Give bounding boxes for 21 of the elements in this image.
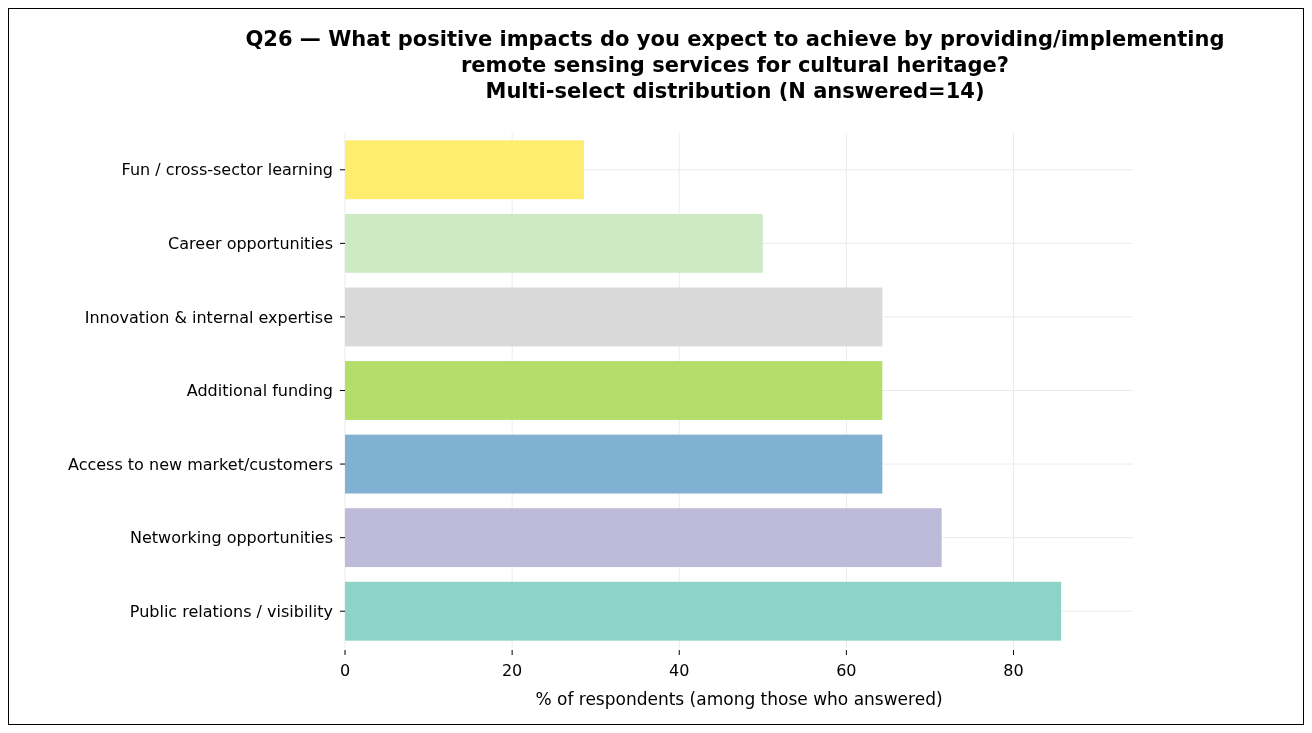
x-axis-title: % of respondents (among those who answered) bbox=[535, 689, 943, 709]
y-tick-label: Public relations / visibility bbox=[129, 601, 333, 621]
bar bbox=[345, 581, 1062, 641]
bar bbox=[345, 434, 883, 494]
y-tick-label: Career opportunities bbox=[168, 233, 333, 253]
y-tick-label: Access to new market/customers bbox=[67, 454, 333, 474]
bar bbox=[345, 213, 763, 273]
bar bbox=[345, 508, 942, 568]
x-tick-label: 0 bbox=[339, 661, 351, 680]
chart-title: Q26 — What positive impacts do you expect to achieve by providing/implementing remote sensing services for cultural heritage? Multi-select distribution (N answered=14) bbox=[245, 27, 1225, 103]
y-tick-label: Networking opportunities bbox=[130, 528, 333, 548]
bar bbox=[345, 361, 883, 420]
y-tick-label: Innovation & internal expertise bbox=[84, 307, 333, 327]
y-tick-label: Fun / cross-sector learning bbox=[121, 160, 333, 180]
x-tick-label: 20 bbox=[501, 661, 523, 680]
y-tick-label: Additional funding bbox=[186, 381, 333, 401]
x-tick-label: 60 bbox=[836, 661, 857, 680]
bar bbox=[345, 140, 584, 200]
x-tick-label: 40 bbox=[669, 661, 690, 680]
bar bbox=[345, 287, 883, 347]
x-tick-label: 80 bbox=[1003, 661, 1024, 680]
